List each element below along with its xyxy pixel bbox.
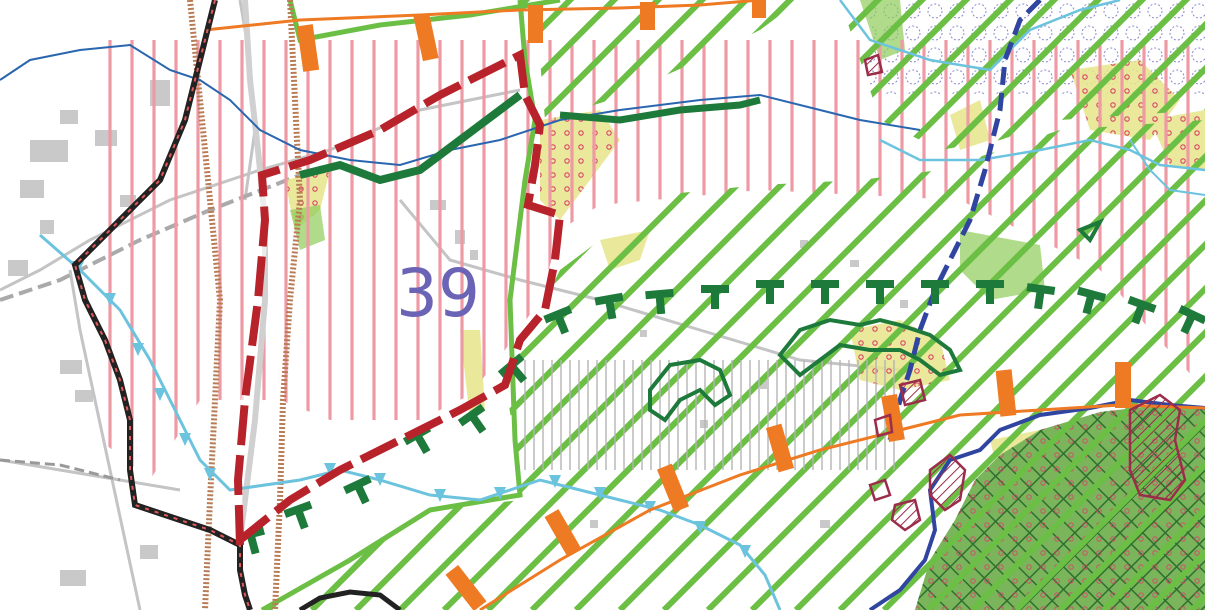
green-t-symbol <box>1127 295 1157 325</box>
orange-line-bottom <box>479 403 1205 610</box>
green-hatch-line <box>793 0 1205 610</box>
zone-boundary-red <box>233 48 565 546</box>
stream-tooth <box>104 293 116 306</box>
green-t-symbol <box>701 285 729 309</box>
road-dashed <box>0 458 121 482</box>
river-dark-green-2 <box>559 96 761 124</box>
green-t-symbol <box>1026 283 1056 310</box>
green-hatch-line <box>0 0 44 610</box>
green-t-symbol <box>756 280 784 304</box>
stream-tooth <box>494 487 506 500</box>
green-t-symbol <box>866 280 894 304</box>
navy-dashed-line <box>887 0 1042 441</box>
river-dark-green <box>299 91 523 185</box>
stream-teeth <box>72 261 751 558</box>
stream-tooth <box>132 343 144 356</box>
green-hatch-line <box>661 0 1205 610</box>
green-hatch-line <box>617 0 1205 610</box>
stream-tooth <box>549 475 561 488</box>
green-t-symbol <box>645 288 674 315</box>
red-dotted-line <box>73 0 251 610</box>
black-boundary-curve <box>298 589 402 610</box>
green-t-symbol <box>1178 305 1205 335</box>
stream-tooth <box>374 473 386 486</box>
green-t-symbol <box>457 403 487 434</box>
stream-light-blue-4 <box>1129 139 1205 196</box>
stream-tooth <box>739 545 751 558</box>
zone-boundary-red-white <box>233 174 270 546</box>
green-hatch-line <box>1057 0 1205 610</box>
brown-rail-1 <box>187 0 224 610</box>
green-t-symbol <box>343 475 372 505</box>
green-t-symbol <box>976 280 1004 304</box>
green-hatch-line <box>441 0 1147 610</box>
green-hatch-line <box>485 0 1191 610</box>
dark-green-patches <box>648 218 1105 423</box>
buildings <box>8 80 989 586</box>
green-hatch-line <box>969 0 1205 610</box>
stream-tooth <box>324 463 336 476</box>
stream-tooth <box>694 521 706 534</box>
green-t-symbol <box>283 500 313 530</box>
stream-tooth <box>179 433 191 446</box>
stream-light-blue-2 <box>839 0 1121 72</box>
green-hatch-line <box>1013 0 1205 610</box>
green-hatch-line <box>705 0 1205 610</box>
stream-tooth <box>594 487 606 500</box>
stream-tooth <box>154 388 166 401</box>
stream-tooth <box>644 501 656 514</box>
orange-line-top <box>204 0 761 32</box>
green-hatch-line <box>749 0 1205 610</box>
red-hatched-patches <box>863 53 1187 532</box>
river-blue <box>0 43 921 167</box>
zone-number-label: 39 <box>396 255 480 332</box>
green-t-symbol <box>594 292 624 320</box>
orange-ticks <box>296 0 1131 610</box>
brown-rail-2 <box>272 0 304 610</box>
stream-light-blue-3 <box>879 138 1205 172</box>
railway-gray <box>0 173 301 302</box>
green-hatch-line <box>925 0 1205 610</box>
green-t-symbol <box>543 305 573 335</box>
stream-tooth <box>204 468 216 481</box>
green-hatch-line <box>529 0 1205 610</box>
gray-hatch-area <box>524 360 895 470</box>
stream-light-blue <box>39 233 782 610</box>
green-hatch-line <box>881 0 1205 610</box>
green-t-symbol <box>921 280 949 304</box>
green-hatch-line <box>0 0 132 610</box>
green-t-symbol <box>1076 286 1107 315</box>
stream-tooth <box>434 489 446 502</box>
green-t-symbol <box>811 280 839 304</box>
